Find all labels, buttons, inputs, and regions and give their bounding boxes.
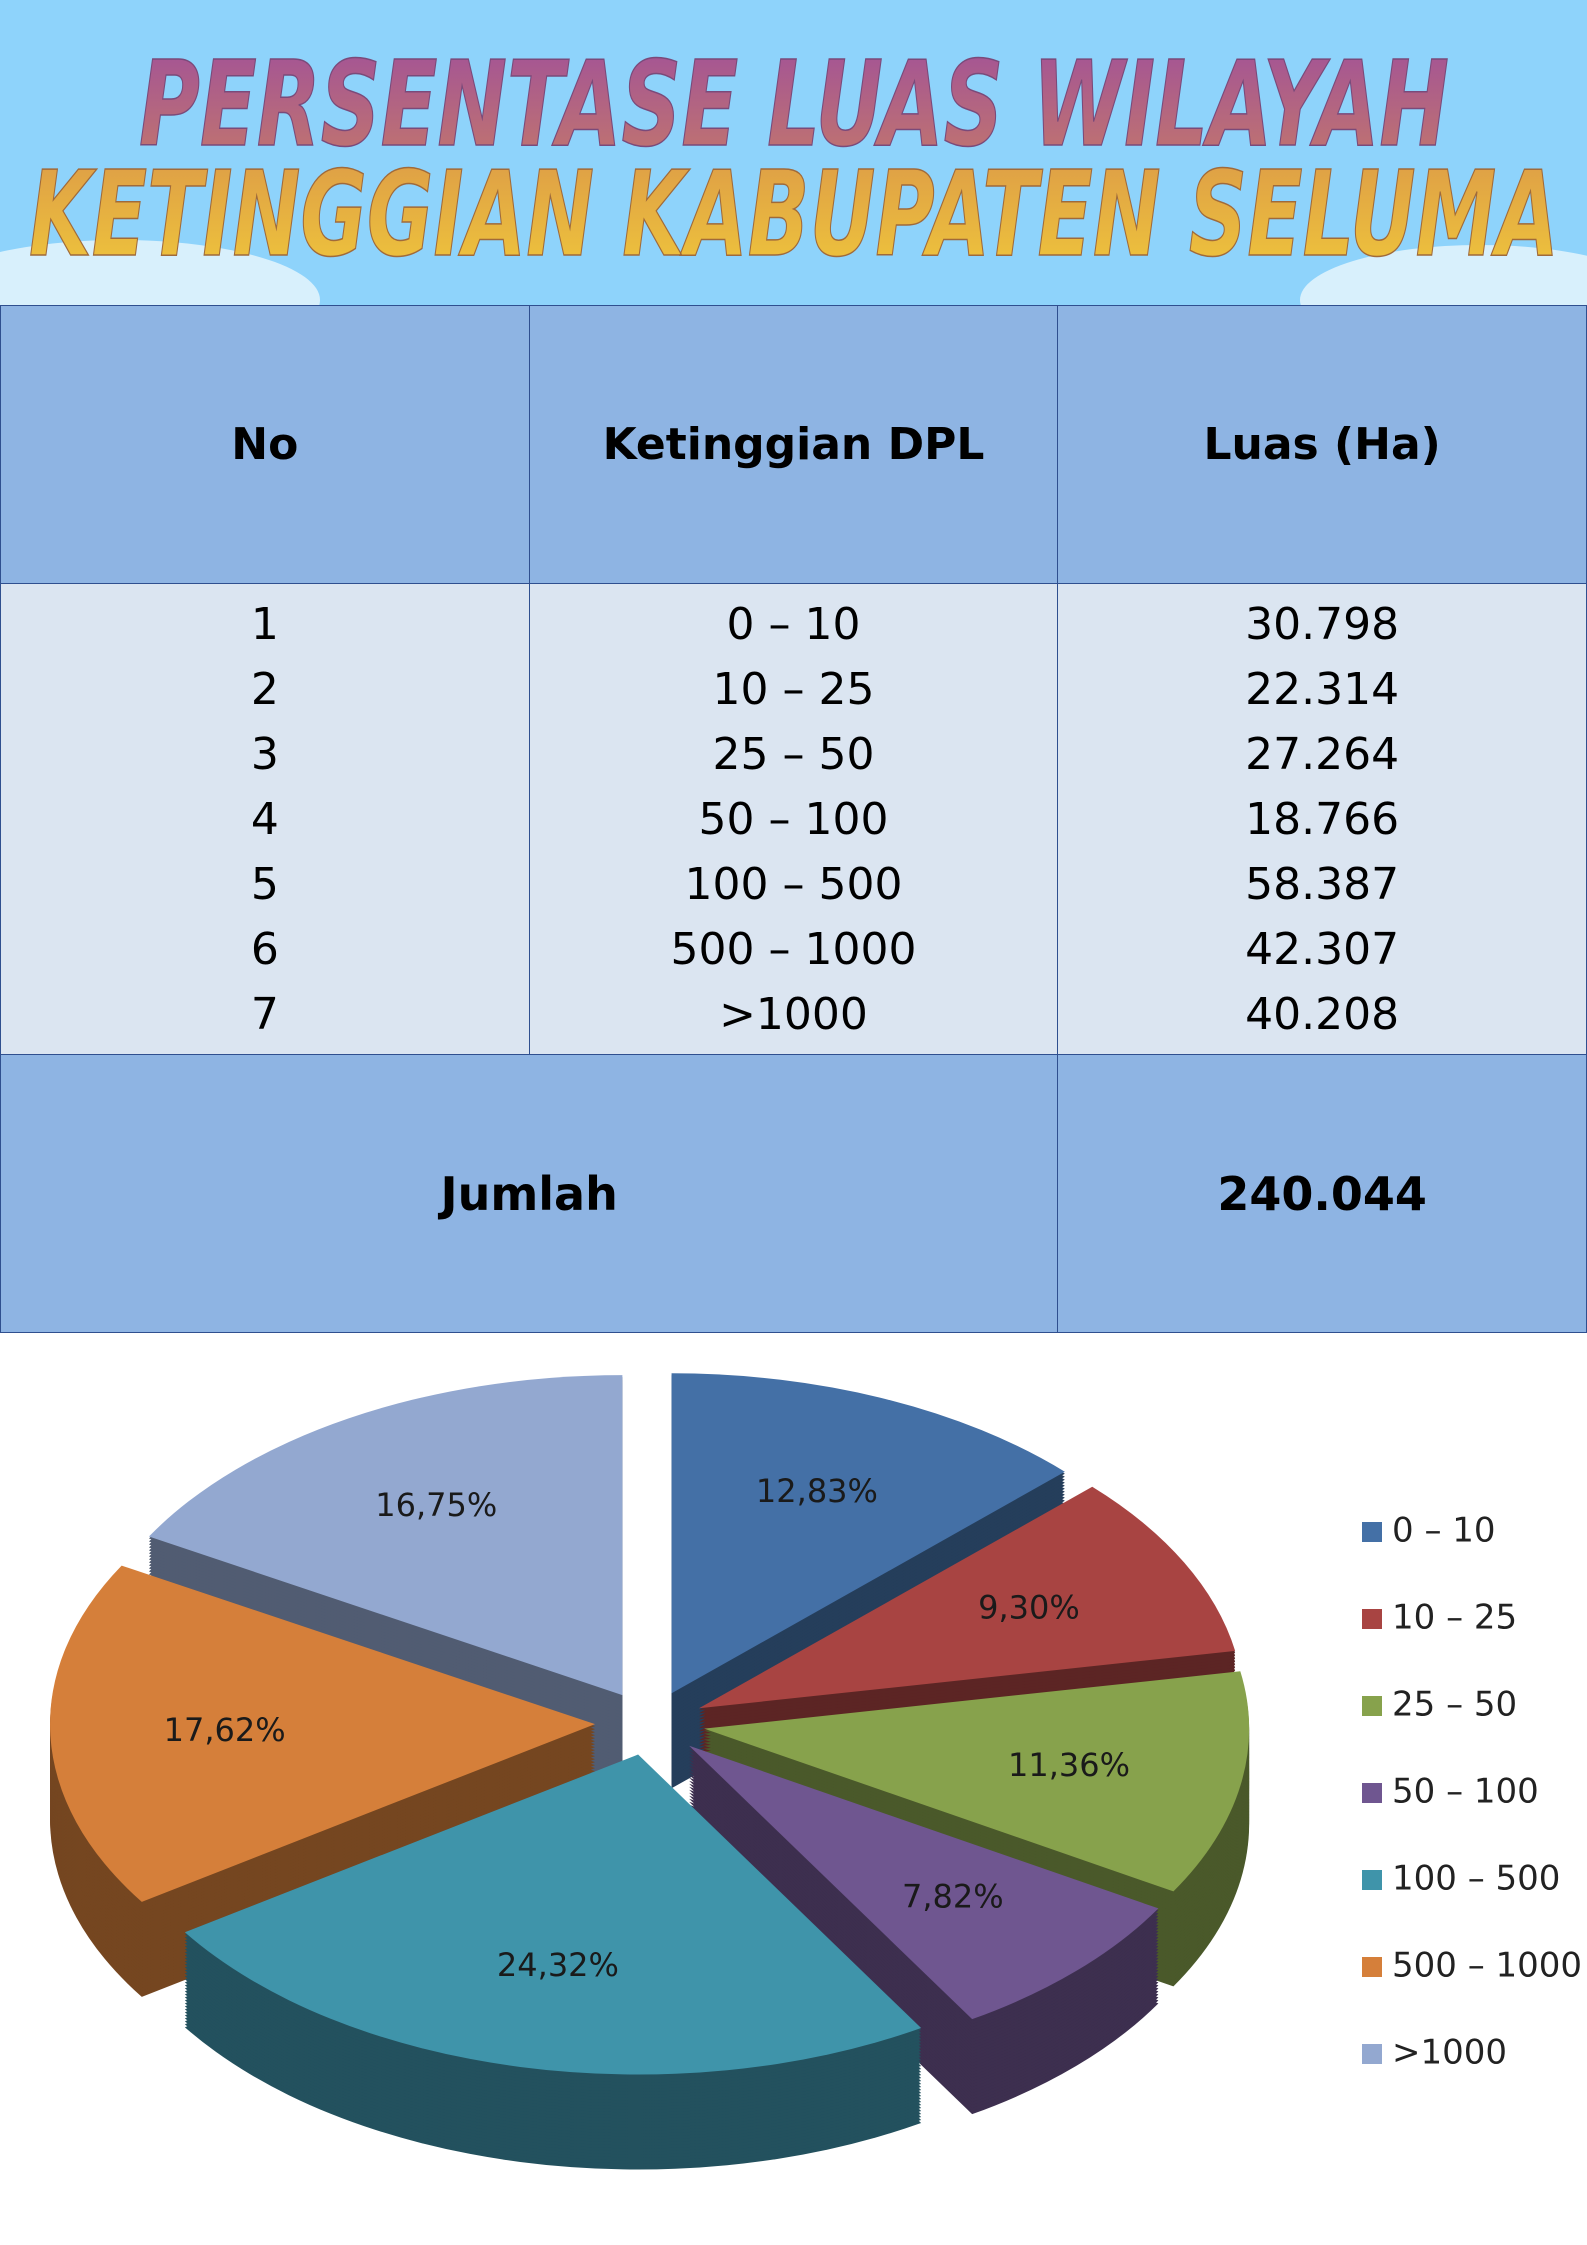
slice-top — [671, 1373, 1065, 1694]
cloud — [1300, 245, 1587, 305]
cell-text: 42.307 — [1245, 923, 1400, 975]
total-value: 240.044 — [1057, 1054, 1587, 1333]
legend-swatch — [1362, 1957, 1382, 1977]
legend-label: 50 – 100 — [1392, 1772, 1539, 1812]
cell-text: >1000 — [719, 988, 868, 1040]
cell-text: 50 – 100 — [698, 793, 889, 845]
title-line: KETINGGIAN KABUPATEN SELUMA — [29, 145, 1559, 283]
pie-slice — [689, 1745, 1159, 2115]
cell-text: 500 – 1000 — [670, 923, 917, 975]
legend-label: 0 – 10 — [1392, 1511, 1496, 1551]
header-cell: Ketinggian DPL — [528, 305, 1059, 584]
cell-text: 30.798 — [1245, 598, 1400, 650]
legend-label: 100 – 500 — [1392, 1859, 1560, 1899]
cell-text: 18.766 — [1245, 793, 1400, 845]
legend-swatch — [1362, 1870, 1382, 1890]
pie-slice — [698, 1486, 1236, 1804]
slice-top — [184, 1754, 922, 2075]
legend-label: 10 – 25 — [1392, 1598, 1517, 1638]
cell-text: 58.387 — [1245, 858, 1400, 910]
pie-slice — [50, 1565, 596, 1997]
pie-chart: 12,83% 9,30% 11,36% 7,82% 24,32% 17,62% 16,75%… — [50, 1373, 1582, 2170]
legend-swatch — [1362, 2044, 1382, 2064]
body-cell: 1 2 3 4 5 6 7 — [0, 583, 530, 1055]
data-label: 24,32% — [497, 1946, 619, 1984]
legend-swatch — [1362, 1609, 1382, 1629]
pie-slice — [184, 1754, 922, 2170]
cell-text: 22.314 — [1245, 663, 1400, 715]
data-table: No Ketinggian DPL Luas (Ha) 1 2 3 4 5 6 7 0 – … — [0, 305, 1587, 1333]
header-cell: No — [0, 305, 530, 584]
data-label: 16,75% — [375, 1486, 497, 1524]
legend-swatch — [1362, 1783, 1382, 1803]
cell-text: 100 – 500 — [684, 858, 903, 910]
cell-text: 0 – 10 — [726, 598, 861, 650]
cell-text: 27.264 — [1245, 728, 1400, 780]
cell-text: 10 – 25 — [712, 663, 875, 715]
data-label: 11,36% — [1008, 1746, 1130, 1784]
slice-top — [148, 1375, 623, 1696]
cell-text: 5 — [250, 858, 279, 910]
cell-text: 3 — [250, 728, 279, 780]
cloud — [0, 240, 320, 305]
legend-swatch — [1362, 1522, 1382, 1542]
data-label: 17,62% — [164, 1711, 286, 1749]
slice-top — [704, 1671, 1250, 1892]
total-label: Jumlah — [0, 1054, 1059, 1333]
data-label: 9,30% — [978, 1588, 1080, 1626]
cell-text: 7 — [250, 988, 279, 1040]
title-line: PERSENTASE LUAS WILAYAH — [139, 35, 1449, 173]
body-cell: 0 – 10 10 – 25 25 – 50 50 – 100 100 – 500 500… — [528, 583, 1059, 1055]
body-row: 1 2 3 4 5 6 7 0 – 10 10 – 25 25 – 50 50 – 100 100 … — [0, 583, 1587, 1055]
data-label: 7,82% — [902, 1878, 1004, 1916]
cell-text: 1 — [250, 598, 279, 650]
slice-top — [698, 1486, 1236, 1709]
cell-text: 25 – 50 — [712, 728, 875, 780]
legend-label: >1000 — [1392, 2033, 1507, 2073]
total-row: Jumlah 240.044 — [0, 1054, 1587, 1333]
data-label: 12,83% — [756, 1472, 878, 1510]
legend-swatch — [1362, 1696, 1382, 1716]
cell-text: 6 — [250, 923, 279, 975]
slice-top — [50, 1565, 596, 1902]
body-cell: 30.798 22.314 27.264 18.766 58.387 42.307 40.2… — [1057, 583, 1587, 1055]
legend-label: 25 – 50 — [1392, 1685, 1517, 1725]
slice-top — [689, 1745, 1159, 2020]
cell-text: 2 — [250, 663, 279, 715]
cell-text: 4 — [250, 793, 279, 845]
legend-label: 500 – 1000 — [1392, 1946, 1582, 1986]
cell-text: 40.208 — [1245, 988, 1400, 1040]
banner-bg — [0, 0, 1587, 305]
title-banner: PERSENTASE LUAS WILAYAH KETINGGIAN KABUP… — [0, 0, 1587, 305]
header-row: No Ketinggian DPL Luas (Ha) — [0, 305, 1587, 584]
header-cell: Luas (Ha) — [1057, 305, 1587, 584]
